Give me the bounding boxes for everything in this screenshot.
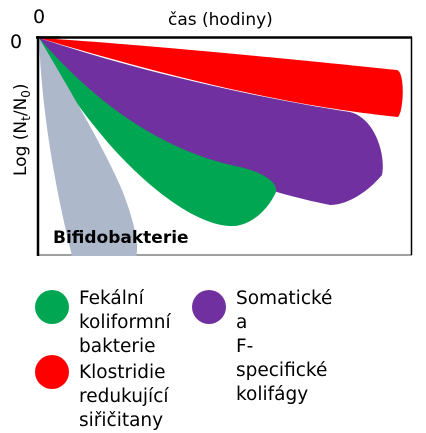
clostridia-decay-band xyxy=(39,38,403,117)
bifidobacteria-label: Bifidobakterie xyxy=(53,228,189,248)
bifidobacteria-decay-band xyxy=(39,38,138,256)
fecal-coliforms-decay-band xyxy=(39,38,277,227)
x-axis-origin-label: 0 xyxy=(33,6,45,28)
x-axis-title: čas (hodiny) xyxy=(168,10,273,30)
y-axis-title: Log (Nt/N0) xyxy=(11,83,33,176)
y-axis-origin-label: 0 xyxy=(10,31,22,53)
coliphages-decay-band xyxy=(39,38,383,205)
decay-diagram: 0 0 čas (hodiny) Log (Nt/N0) Bifidobakte… xyxy=(10,6,413,256)
